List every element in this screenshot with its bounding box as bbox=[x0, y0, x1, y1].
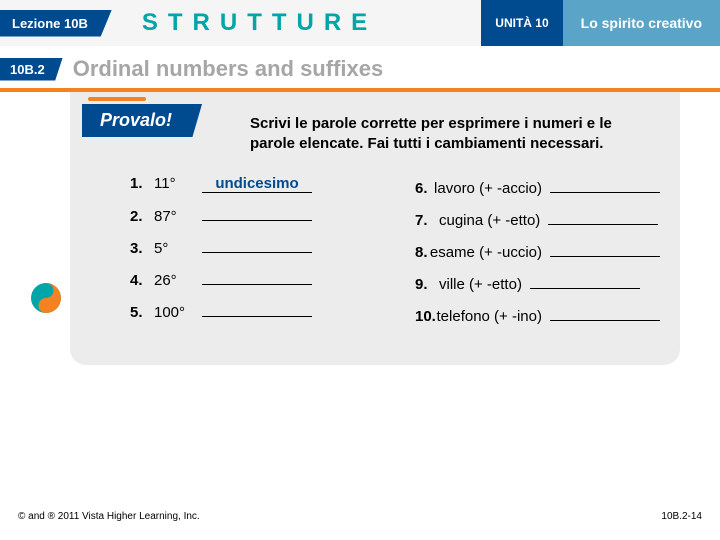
page-number: 10B.2-14 bbox=[661, 511, 702, 522]
answer-blank[interactable] bbox=[550, 239, 660, 257]
answer-blank[interactable] bbox=[548, 207, 658, 225]
yinyang-icon bbox=[30, 282, 62, 314]
item-num: 10. bbox=[415, 308, 437, 325]
item-num: 2. bbox=[130, 208, 154, 225]
answer-blank[interactable]: undicesimo bbox=[202, 175, 312, 193]
item-prompt: 11° bbox=[154, 175, 202, 192]
unit-title: Lo spirito creativo bbox=[563, 0, 720, 46]
answer-blank[interactable] bbox=[202, 267, 312, 285]
copyright-text: © and ® 2011 Vista Higher Learning, Inc. bbox=[18, 511, 200, 522]
unit-label: UNITÀ 10 bbox=[481, 0, 562, 46]
list-item: 3.5° bbox=[130, 235, 375, 257]
item-prompt: 100° bbox=[154, 304, 202, 321]
section-tag: 10B.2 bbox=[0, 58, 63, 81]
answer-blank[interactable] bbox=[202, 235, 312, 253]
item-prompt: lavoro (+ -accio) bbox=[434, 180, 542, 197]
item-prompt: 26° bbox=[154, 272, 202, 289]
item-num: 1. bbox=[130, 175, 154, 192]
item-num: 7. bbox=[415, 212, 439, 229]
list-item: 1.11°undicesimo bbox=[130, 175, 375, 193]
item-num: 5. bbox=[130, 304, 154, 321]
item-prompt: ville (+ -etto) bbox=[439, 276, 522, 293]
list-item: 8.esame (+ -uccio) bbox=[415, 239, 660, 261]
left-column: 1.11°undicesimo 2.87° 3.5° 4.26° 5.100° bbox=[130, 175, 375, 335]
list-item: 2.87° bbox=[130, 203, 375, 225]
lesson-tag: Lezione 10B bbox=[0, 10, 112, 37]
item-num: 4. bbox=[130, 272, 154, 289]
answer-blank[interactable] bbox=[202, 299, 312, 317]
item-prompt: telefono (+ -ino) bbox=[437, 308, 542, 325]
item-prompt: cugina (+ -etto) bbox=[439, 212, 540, 229]
item-prompt: 87° bbox=[154, 208, 202, 225]
section-subtitle: Ordinal numbers and suffixes bbox=[73, 56, 384, 82]
list-item: 5.100° bbox=[130, 299, 375, 321]
list-item: 4.26° bbox=[130, 267, 375, 289]
item-num: 8. bbox=[415, 244, 430, 261]
columns: 1.11°undicesimo 2.87° 3.5° 4.26° 5.100° … bbox=[90, 175, 660, 335]
item-num: 6. bbox=[415, 180, 434, 197]
item-prompt: 5° bbox=[154, 240, 202, 257]
answer-blank[interactable] bbox=[550, 303, 660, 321]
strutture-title: STRUTTURE bbox=[142, 9, 377, 37]
provalo-label: Provalo! bbox=[82, 104, 202, 137]
header-bar: Lezione 10B STRUTTURE UNITÀ 10 Lo spirit… bbox=[0, 0, 720, 46]
answer-blank[interactable] bbox=[202, 203, 312, 221]
unit-wrap: UNITÀ 10 Lo spirito creativo bbox=[481, 0, 720, 46]
subheader: 10B.2 Ordinal numbers and suffixes bbox=[0, 56, 720, 82]
answer-blank[interactable] bbox=[530, 271, 640, 289]
content: Provalo! Scrivi le parole corrette per e… bbox=[0, 92, 720, 365]
list-item: 9.ville (+ -etto) bbox=[415, 271, 660, 293]
list-item: 6.lavoro (+ -accio) bbox=[415, 175, 660, 197]
list-item: 10.telefono (+ -ino) bbox=[415, 303, 660, 325]
instruction-text: Scrivi le parole corrette per esprimere … bbox=[250, 108, 660, 155]
item-prompt: esame (+ -uccio) bbox=[430, 244, 542, 261]
list-item: 7.cugina (+ -etto) bbox=[415, 207, 660, 229]
footer: © and ® 2011 Vista Higher Learning, Inc.… bbox=[18, 511, 702, 522]
item-num: 3. bbox=[130, 240, 154, 257]
answer-blank[interactable] bbox=[550, 175, 660, 193]
exercise-box: Provalo! Scrivi le parole corrette per e… bbox=[70, 92, 680, 365]
item-num: 9. bbox=[415, 276, 439, 293]
accent-bar bbox=[88, 97, 146, 101]
right-column: 6.lavoro (+ -accio) 7.cugina (+ -etto) 8… bbox=[415, 175, 660, 335]
